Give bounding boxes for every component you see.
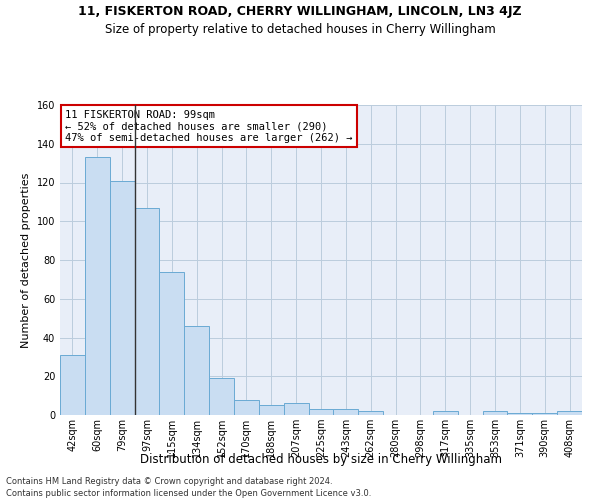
Bar <box>234 400 259 415</box>
Text: Contains public sector information licensed under the Open Government Licence v3: Contains public sector information licen… <box>6 489 371 498</box>
Bar <box>209 378 234 415</box>
Bar <box>308 409 334 415</box>
Text: Contains HM Land Registry data © Crown copyright and database right 2024.: Contains HM Land Registry data © Crown c… <box>6 478 332 486</box>
Bar <box>184 326 209 415</box>
Bar <box>85 158 110 415</box>
Bar <box>358 411 383 415</box>
Y-axis label: Number of detached properties: Number of detached properties <box>21 172 31 348</box>
Bar <box>482 411 508 415</box>
Bar <box>433 411 458 415</box>
Text: 11, FISKERTON ROAD, CHERRY WILLINGHAM, LINCOLN, LN3 4JZ: 11, FISKERTON ROAD, CHERRY WILLINGHAM, L… <box>78 5 522 18</box>
Text: Distribution of detached houses by size in Cherry Willingham: Distribution of detached houses by size … <box>140 452 502 466</box>
Bar <box>557 411 582 415</box>
Bar <box>134 208 160 415</box>
Text: 11 FISKERTON ROAD: 99sqm
← 52% of detached houses are smaller (290)
47% of semi-: 11 FISKERTON ROAD: 99sqm ← 52% of detach… <box>65 110 353 143</box>
Bar <box>532 413 557 415</box>
Bar <box>259 406 284 415</box>
Bar <box>508 413 532 415</box>
Bar <box>60 355 85 415</box>
Bar <box>334 409 358 415</box>
Bar <box>160 272 184 415</box>
Text: Size of property relative to detached houses in Cherry Willingham: Size of property relative to detached ho… <box>104 22 496 36</box>
Bar <box>110 180 134 415</box>
Bar <box>284 404 308 415</box>
